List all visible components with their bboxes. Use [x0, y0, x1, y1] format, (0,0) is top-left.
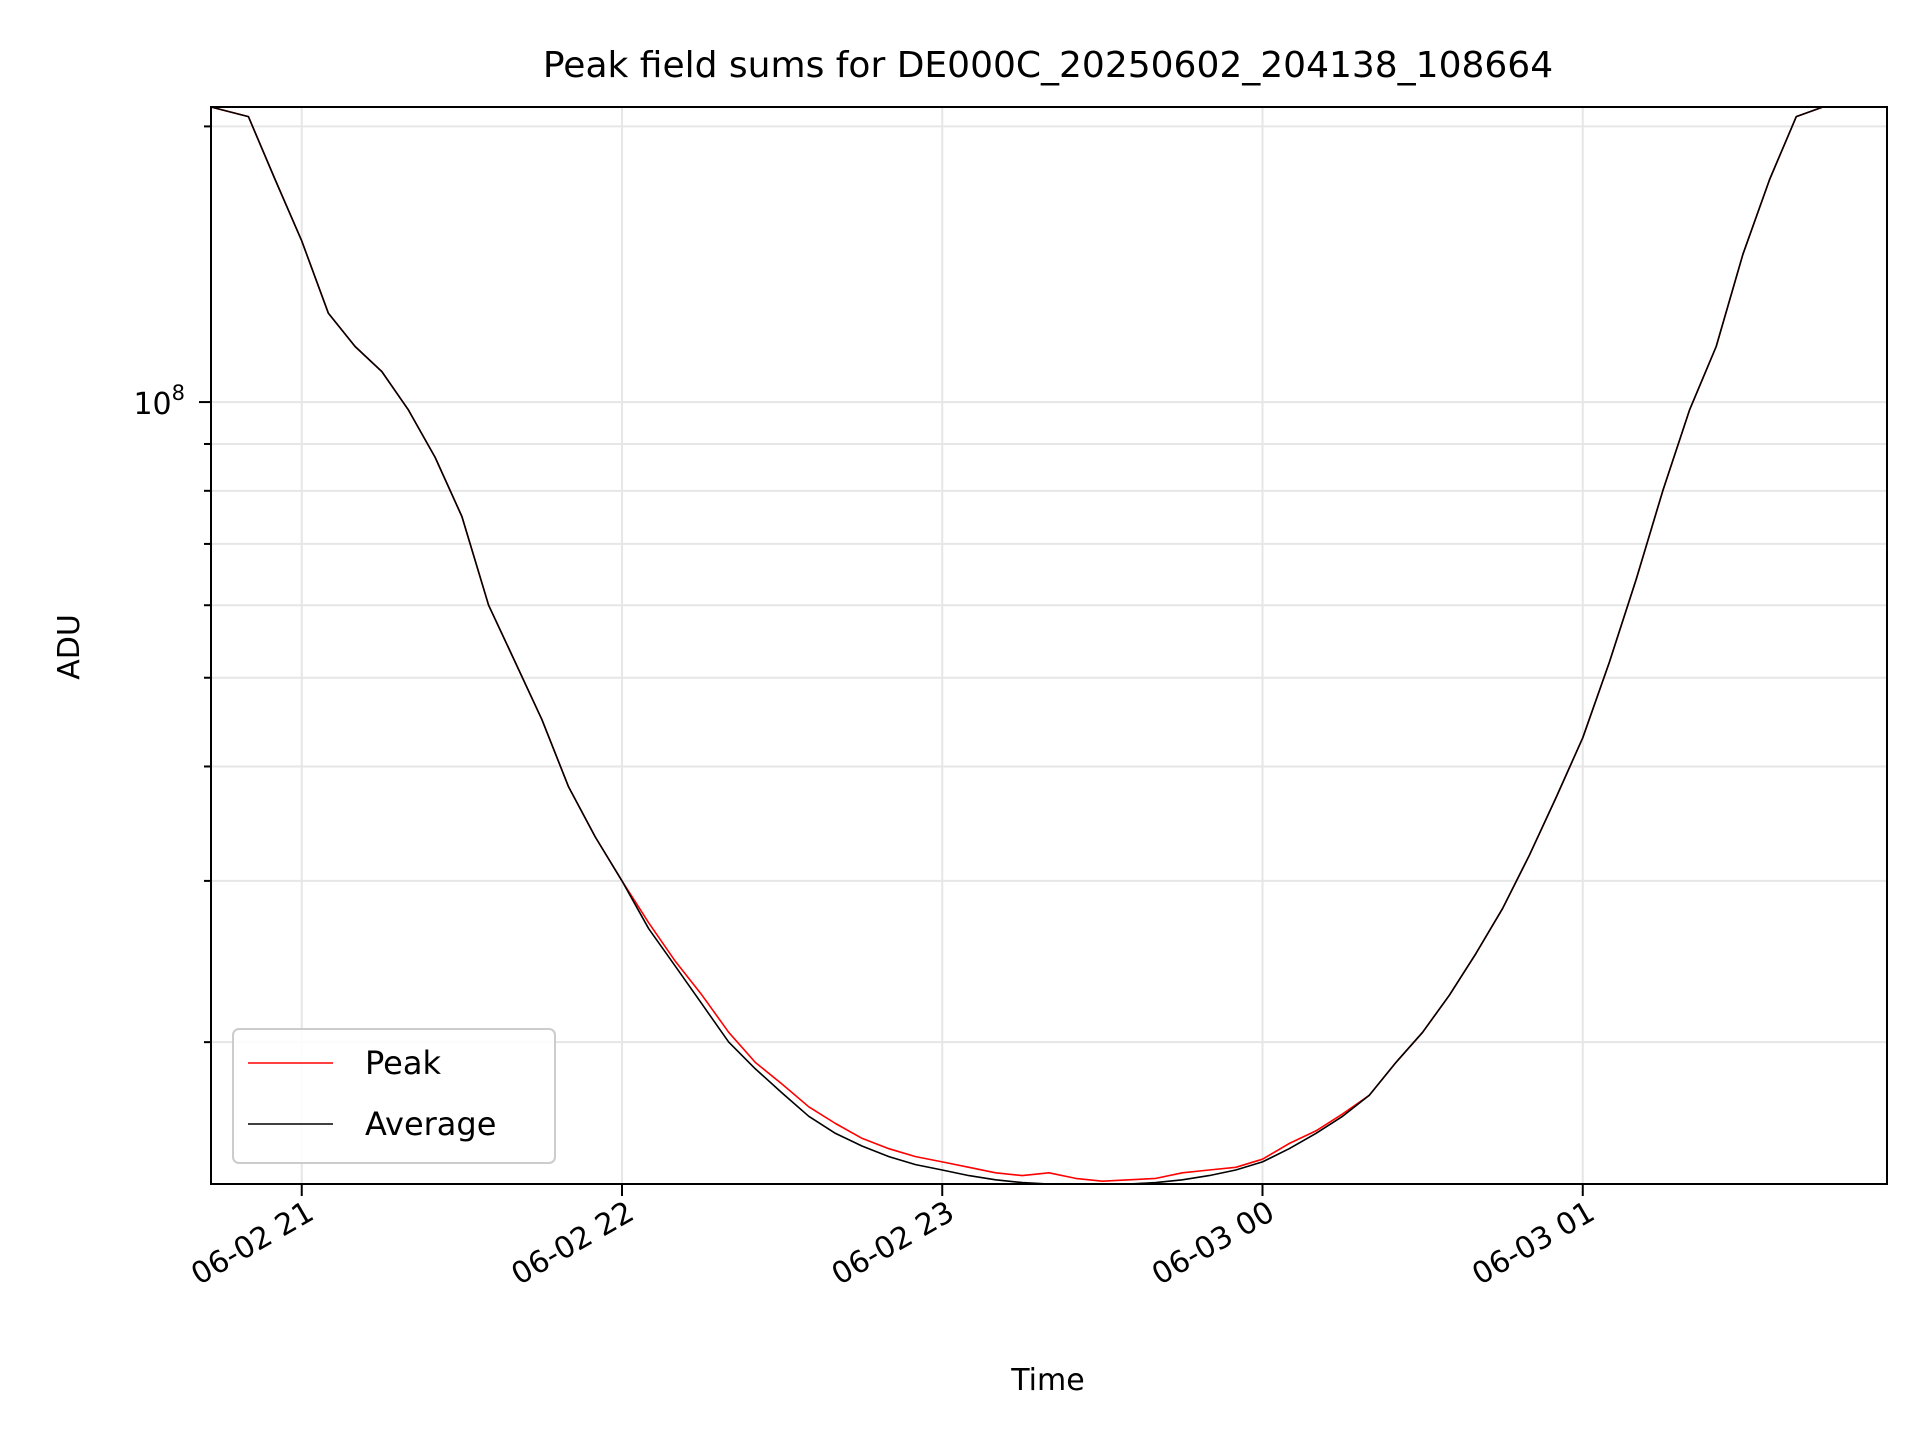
y-tick-label: 108: [133, 381, 185, 422]
y-tick-label-exponent: 8: [172, 381, 185, 405]
x-axis-label: Time: [1010, 1363, 1084, 1398]
plot-frame: [210, 106, 1888, 1185]
legend-label-average: Average: [365, 1105, 496, 1143]
chart-title: Peak field sums for DE000C_20250602_2041…: [543, 45, 1553, 86]
legend-label-peak: Peak: [365, 1044, 441, 1082]
grid: [211, 107, 1887, 1184]
y-tick-label-base: 10: [133, 387, 171, 422]
legend: Peak Average: [232, 1028, 556, 1164]
y-axis-label: ADU: [52, 614, 87, 680]
